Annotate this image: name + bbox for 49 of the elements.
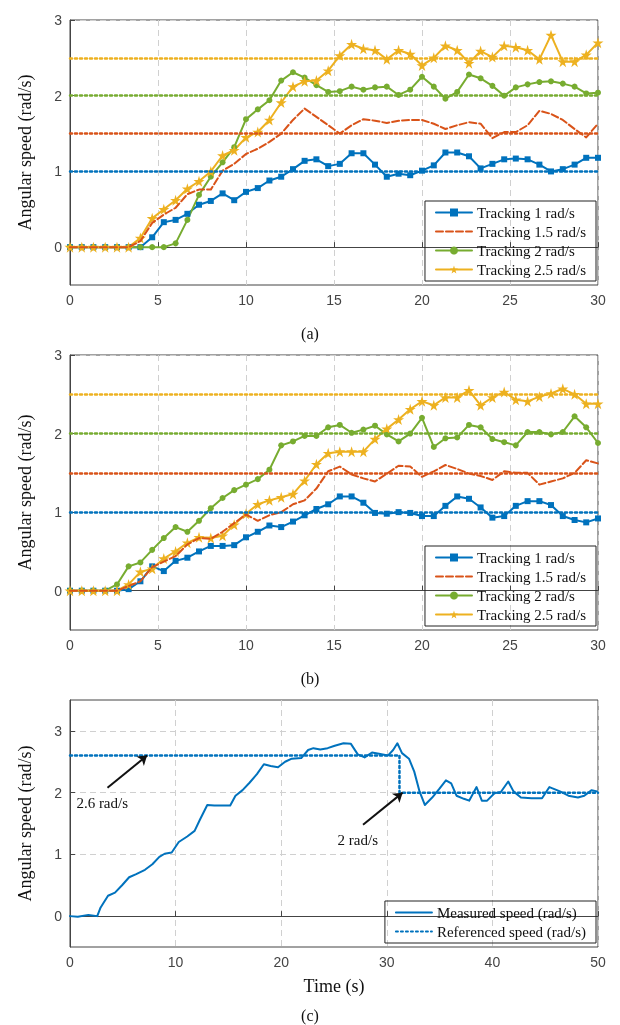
x-tick-label: 10 — [167, 954, 184, 970]
x-tick-label: 0 — [66, 637, 75, 653]
x-tick-label: 30 — [590, 292, 606, 308]
y-tick-label: 3 — [54, 722, 63, 739]
text: (a) — [301, 324, 319, 343]
x-tick-label: 25 — [502, 292, 518, 308]
x-tick-label: 50 — [590, 954, 606, 970]
legend-label: Tracking 1.5 rad/s — [476, 568, 587, 585]
y-axis-title: Angular speed (rad/s) — [15, 414, 36, 571]
y-tick-label: 1 — [54, 846, 63, 863]
x-tick-label: 30 — [379, 954, 395, 970]
legend-label: Tracking 1 rad/s — [476, 204, 575, 221]
text: (c) — [301, 1006, 319, 1025]
legend-label: Tracking 2.5 rad/s — [476, 606, 587, 623]
x-tick-label: 20 — [273, 954, 290, 970]
y-tick-label: 0 — [54, 908, 63, 925]
y-tick-label: 1 — [54, 163, 63, 180]
x-tick-label: 15 — [326, 637, 342, 653]
annotation: 2.6 rad/s — [76, 794, 129, 811]
y-tick-label: 2 — [54, 425, 63, 442]
x-tick-label: 20 — [414, 637, 430, 653]
x-tick-label: 20 — [414, 292, 430, 308]
x-tick-label: 15 — [326, 292, 342, 308]
y-tick-label: 0 — [54, 239, 63, 256]
legend-label: Tracking 1 rad/s — [476, 549, 575, 566]
x-axis-title: Time (s) — [303, 976, 365, 997]
y-axis-title: Angular speed (rad/s) — [15, 74, 36, 231]
x-tick-label: 0 — [66, 954, 75, 970]
legend-label: Referenced speed (rad/s) — [436, 923, 587, 941]
x-tick-label: 10 — [238, 637, 254, 653]
x-tick-label: 10 — [238, 292, 254, 308]
y-tick-label: 1 — [54, 504, 63, 521]
x-tick-label: 30 — [590, 637, 606, 653]
x-tick-label: 5 — [154, 292, 163, 308]
legend-label: Tracking 2 rad/s — [476, 587, 575, 604]
x-tick-label: 25 — [502, 637, 518, 653]
text: (b) — [300, 669, 320, 688]
x-tick-label: 5 — [154, 637, 163, 653]
y-tick-label: 3 — [54, 12, 63, 28]
y-axis-title: Angular speed (rad/s) — [15, 745, 36, 902]
y-tick-label: 3 — [54, 347, 63, 363]
x-tick-label: 40 — [484, 954, 501, 970]
y-tick-label: 2 — [54, 784, 63, 801]
legend-label: Tracking 1.5 rad/s — [476, 223, 587, 240]
legend-label: Tracking 2.5 rad/s — [476, 261, 587, 278]
x-tick-label: 0 — [66, 292, 75, 308]
annotation: 2 rad/s — [337, 831, 379, 848]
y-tick-label: 0 — [54, 582, 63, 599]
y-tick-label: 2 — [54, 87, 63, 104]
